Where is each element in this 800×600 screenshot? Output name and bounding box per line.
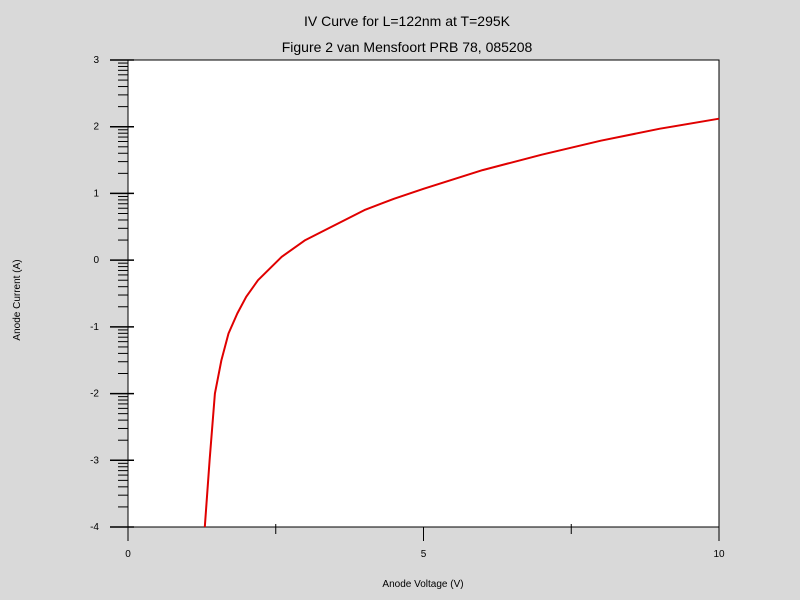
- y-ticks: 3 2 1 0 -1 -2 -3 -4: [90, 55, 134, 533]
- y-tick-label: -1: [90, 322, 99, 333]
- y-axis-label: Anode Current (A): [12, 259, 23, 340]
- x-tick-label: 5: [421, 549, 427, 560]
- series-line: [203, 117, 720, 528]
- x-tick-label: 10: [713, 549, 725, 560]
- y-tick-label: 1: [93, 188, 99, 199]
- y-tick-label: 3: [93, 55, 99, 66]
- y-tick-label: -4: [90, 522, 99, 533]
- y-tick-label: -2: [90, 389, 99, 400]
- x-axis-label: Anode Voltage (V): [382, 579, 463, 590]
- plot-area: [127, 59, 720, 528]
- x-ticks: 0 5 10: [125, 524, 725, 560]
- chart-subtitle: Figure 2 van Mensfoort PRB 78, 085208: [282, 39, 533, 55]
- y-tick-label: 2: [93, 122, 99, 133]
- chart-title: IV Curve for L=122nm at T=295K: [304, 13, 511, 29]
- series-group: [203, 117, 720, 528]
- x-tick-label: 0: [125, 549, 131, 560]
- y-tick-label: -3: [90, 455, 99, 466]
- y-tick-label: 0: [93, 255, 99, 266]
